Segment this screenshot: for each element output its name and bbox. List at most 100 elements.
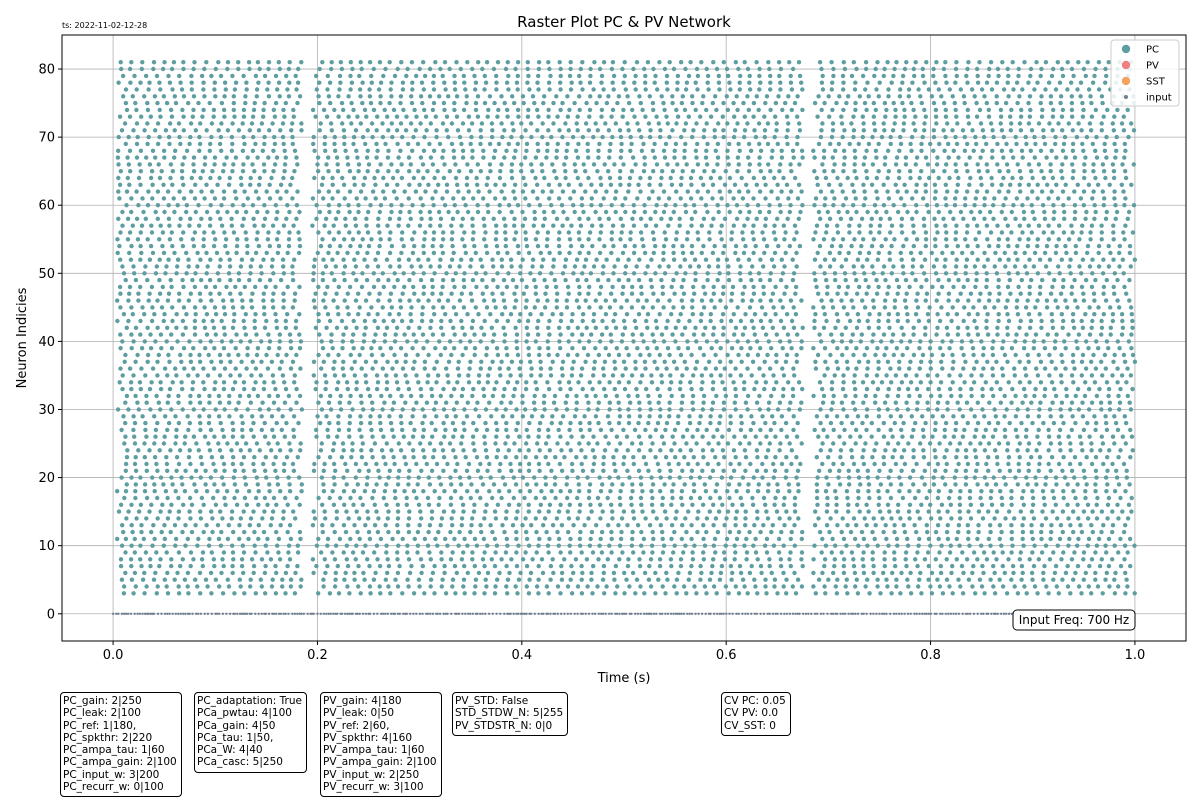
pc-spike (115, 237, 120, 242)
pc-spike (198, 420, 203, 426)
pc-spike (1116, 550, 1121, 555)
pc-spike (865, 366, 870, 371)
pc-spike (1042, 386, 1048, 392)
pc-spike (234, 250, 239, 256)
pc-spike (1021, 386, 1027, 392)
pc-spike (676, 461, 681, 467)
pc-spike (671, 243, 676, 249)
pc-spike (782, 495, 787, 501)
pc-spike (892, 448, 897, 453)
pc-spike (705, 277, 710, 283)
pc-spike (988, 577, 993, 582)
pc-spike (351, 502, 356, 507)
pc-spike (647, 352, 652, 358)
pc-spike (202, 325, 208, 330)
pc-spike (162, 312, 167, 317)
pc-spike (754, 448, 760, 453)
pc-spike (234, 407, 239, 412)
pc-spike (1081, 557, 1086, 562)
pc-spike (1038, 380, 1044, 385)
pc-spike (269, 414, 275, 419)
pc-spike (371, 284, 377, 290)
pc-spike (453, 414, 458, 419)
pc-spike (201, 318, 206, 324)
pc-spike (201, 237, 206, 242)
pc-spike (514, 536, 519, 542)
pc-spike (1047, 271, 1052, 276)
pc-spike (824, 414, 830, 419)
pc-spike (721, 400, 727, 405)
pc-spike (238, 516, 243, 521)
pc-spike (761, 264, 766, 269)
pc-spike (590, 468, 595, 473)
pc-spike (613, 468, 618, 473)
pc-spike (444, 271, 449, 276)
pc-spike (440, 448, 446, 453)
pc-spike (139, 250, 144, 256)
pc-spike (590, 243, 595, 249)
pc-spike (582, 414, 587, 419)
pc-spike (765, 516, 771, 521)
pc-spike (648, 277, 653, 283)
pc-spike (846, 468, 851, 473)
pc-spike (1034, 482, 1039, 487)
pc-spike (982, 414, 987, 419)
pc-spike (518, 271, 523, 276)
pc-spike (925, 550, 931, 555)
pc-spike (649, 284, 654, 290)
pc-spike (129, 386, 134, 392)
pc-spike (958, 489, 963, 494)
pc-spike (958, 373, 963, 378)
pc-spike (458, 339, 463, 344)
pc-spike (878, 482, 883, 487)
pc-spike (344, 380, 350, 385)
pc-spike (1047, 557, 1053, 562)
pc-spike (788, 400, 793, 405)
pc-spike (280, 257, 286, 262)
pc-spike (589, 570, 594, 576)
pc-spike (419, 318, 425, 324)
pc-spike (143, 427, 148, 433)
pc-spike (340, 441, 346, 446)
pc-spike (239, 461, 244, 467)
pc-spike (1027, 291, 1032, 296)
pc-spike (345, 291, 350, 296)
pc-spike (1048, 291, 1054, 296)
pc-spike (1035, 591, 1040, 596)
pc-spike (239, 563, 245, 569)
pc-spike (669, 563, 674, 569)
pc-spike (160, 284, 165, 290)
pc-spike (360, 502, 365, 507)
pc-spike (831, 570, 836, 576)
pc-spike (718, 414, 723, 419)
pc-spike (153, 570, 158, 576)
pc-spike (733, 516, 738, 521)
pc-spike (331, 237, 337, 242)
pc-spike (360, 271, 365, 276)
pc-spike (283, 325, 289, 330)
pc-spike (180, 277, 185, 283)
pc-spike (982, 591, 987, 596)
pc-spike (874, 441, 879, 446)
pc-spike (1005, 441, 1011, 446)
pc-spike (1085, 543, 1091, 548)
pc-spike (674, 366, 679, 371)
pc-spike (632, 318, 638, 324)
pc-spike (1118, 495, 1123, 501)
pc-spike (144, 434, 149, 439)
pc-spike (1132, 543, 1137, 548)
pc-spike (222, 407, 227, 412)
pc-spike (384, 325, 390, 330)
pc-spike (863, 277, 868, 283)
pc-spike (574, 257, 580, 262)
pc-spike (400, 407, 405, 412)
pc-spike (488, 523, 493, 528)
pc-spike (880, 516, 885, 521)
pc-spike (699, 373, 705, 378)
pc-spike (945, 536, 951, 542)
pc-spike (329, 271, 334, 276)
pc-spike (591, 264, 597, 269)
pc-spike (537, 271, 543, 276)
pc-spike (219, 475, 225, 480)
pc-spike (493, 441, 498, 446)
